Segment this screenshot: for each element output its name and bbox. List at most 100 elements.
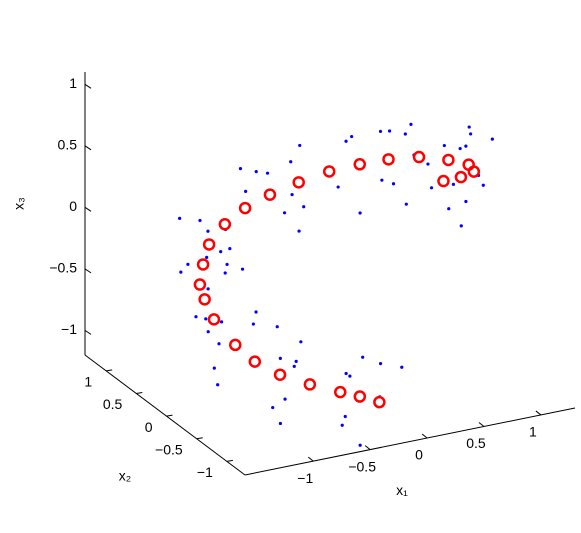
x-tick-label: 0.5 [466, 435, 486, 451]
dot-marker [290, 192, 294, 197]
dot-marker [391, 182, 396, 186]
dot-marker [361, 355, 365, 359]
y-tick [166, 414, 173, 417]
dot-marker [340, 423, 344, 427]
dot-marker [469, 132, 473, 136]
circle-marker [196, 258, 210, 271]
y-tick [106, 369, 113, 372]
dot-marker [481, 183, 485, 187]
circle-marker [454, 170, 468, 184]
dot-marker [278, 421, 283, 426]
z-tick-label: −0.5 [49, 260, 77, 276]
dot-marker [380, 178, 384, 182]
x-tick [535, 410, 542, 416]
y-tick-label: 1 [84, 374, 92, 390]
dot-marker [206, 330, 210, 334]
y-tick [226, 459, 233, 462]
circle-marker [322, 165, 336, 178]
dot-marker [442, 143, 446, 148]
circle-marker [373, 395, 386, 409]
x-tick-label: −0.5 [348, 458, 376, 474]
dot-marker [358, 443, 362, 447]
dot-marker [298, 143, 302, 148]
dot-marker [292, 364, 296, 368]
y-axis [84, 354, 246, 476]
circle-marker [273, 368, 287, 381]
y-tick [136, 391, 143, 394]
dot-marker [467, 125, 471, 129]
dot-marker [378, 129, 383, 133]
z-tick [84, 206, 92, 212]
dot-marker [459, 224, 463, 228]
circle-marker [229, 338, 242, 352]
circle-marker [198, 293, 211, 306]
circle-marker [467, 165, 481, 178]
x-tick [364, 445, 371, 450]
dot-marker [225, 262, 229, 267]
z-tick [84, 83, 92, 89]
y-tick [196, 437, 203, 440]
dot-marker [289, 160, 293, 164]
circle-marker [292, 176, 305, 189]
dot-marker [344, 139, 348, 143]
dot-marker [299, 340, 303, 344]
dot-marker [297, 229, 301, 233]
dot-marker [198, 218, 202, 223]
dot-marker [254, 310, 258, 314]
dot-marker [265, 171, 270, 175]
circle-marker [442, 153, 455, 167]
circle-marker [238, 201, 252, 215]
dot-marker [223, 271, 227, 275]
circle-marker [412, 150, 426, 164]
dot-marker [206, 287, 210, 291]
z-tick-label: 1 [69, 75, 77, 91]
x-tick [307, 456, 314, 462]
x-tick [421, 433, 428, 439]
dot-marker [294, 359, 298, 363]
dot-marker [179, 270, 183, 274]
dot-marker [228, 247, 232, 251]
dot-marker [251, 322, 256, 326]
circle-marker [382, 153, 395, 166]
x-tick [478, 422, 485, 427]
dot-marker [178, 216, 182, 221]
dot-marker [254, 170, 258, 174]
dot-marker [447, 207, 451, 211]
z-tick-label: 0 [69, 198, 77, 214]
dot-marker [238, 167, 243, 171]
dot-marker [217, 342, 221, 346]
dot-marker [429, 186, 434, 190]
dot-marker [378, 362, 383, 366]
dot-marker [244, 189, 248, 193]
dot-marker [219, 320, 224, 324]
dot-marker [240, 267, 245, 271]
z-tick [84, 268, 92, 274]
circle-marker [353, 390, 367, 403]
dot-marker [403, 132, 407, 136]
x-axis [244, 407, 576, 476]
dot-marker [451, 182, 456, 186]
circle-marker [334, 385, 347, 399]
dot-marker [387, 129, 392, 133]
dot-marker [400, 365, 404, 369]
dot-marker [458, 146, 462, 151]
x-tick-label: 0 [415, 447, 423, 463]
y-tick-label: −0.5 [155, 441, 183, 457]
dot-marker [275, 325, 279, 329]
circle-marker [193, 278, 207, 291]
z-axis-label: x₃ [11, 197, 27, 210]
dot-marker [490, 137, 494, 141]
y-tick-label: 0 [145, 419, 153, 435]
dot-marker [358, 211, 362, 215]
dot-marker [282, 211, 287, 215]
dot-marker [278, 356, 282, 360]
circle-marker [202, 238, 216, 251]
dot-marker [348, 374, 352, 378]
dot-marker [216, 383, 220, 387]
dot-marker [343, 414, 347, 419]
dot-marker [409, 122, 413, 127]
circle-marker [303, 378, 317, 391]
y-axis-label: x₂ [119, 468, 131, 484]
circle-marker [218, 218, 232, 231]
circle-marker [353, 158, 366, 171]
